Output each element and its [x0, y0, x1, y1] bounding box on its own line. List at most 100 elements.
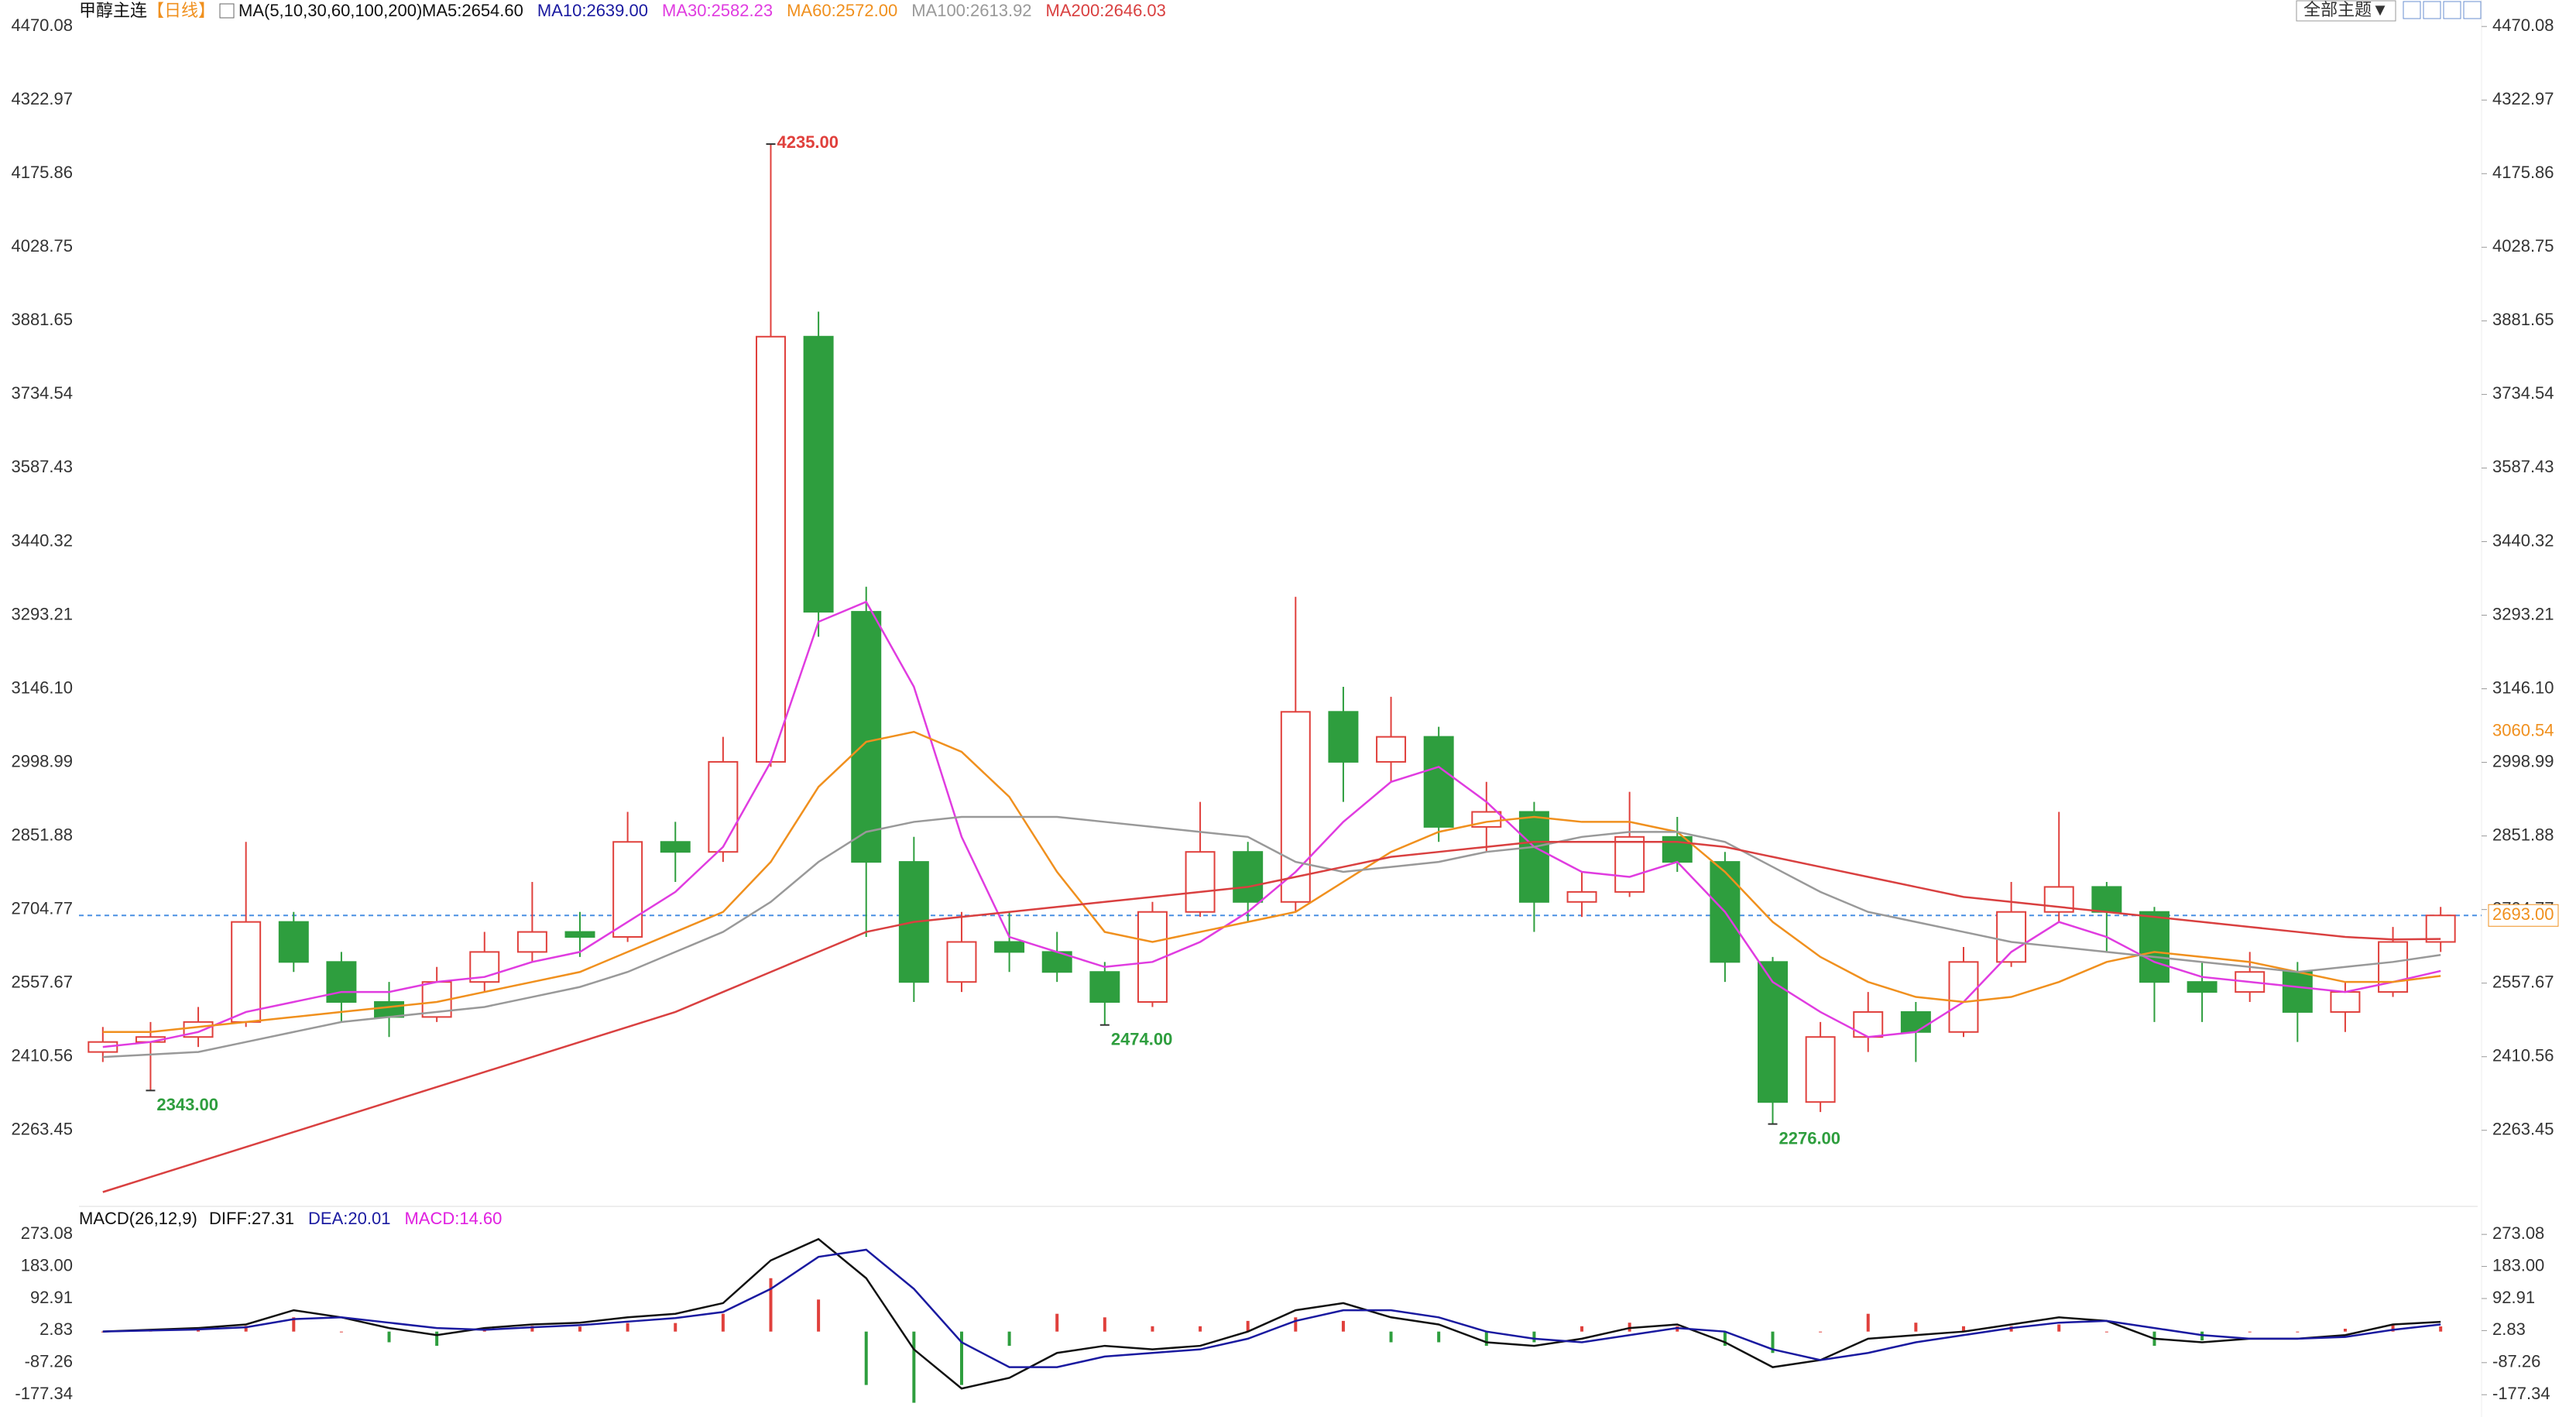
candle-body	[1996, 911, 2027, 963]
candle-body	[946, 941, 977, 983]
y-tick-label: 3146.10	[11, 678, 73, 697]
y-tick-label: 273.08	[21, 1223, 73, 1243]
candle-body	[1758, 961, 1788, 1103]
macd-bar	[1961, 1326, 1965, 1332]
macd-bar	[2104, 1331, 2108, 1333]
candle-body	[803, 335, 834, 613]
y-tick-label: 4470.08	[11, 15, 73, 35]
candle-body	[1376, 736, 1407, 763]
candle-body	[278, 921, 309, 963]
macd-bar	[578, 1326, 582, 1332]
macd-bar	[912, 1331, 916, 1403]
extreme-label: 2474.00	[1111, 1030, 1173, 1049]
y-tick-label: 3881.65	[11, 310, 73, 329]
candle-body	[1948, 961, 1979, 1033]
macd-bar	[1437, 1331, 1441, 1343]
y-tick-label: 4175.86	[11, 163, 73, 182]
candle-body	[660, 841, 691, 853]
legend-entry: MA30:2582.23	[662, 1, 773, 20]
icon[interactable]	[2463, 1, 2482, 19]
y-tick-label-right: 3440.32	[2492, 530, 2554, 550]
legend-entry: MA100:2613.92	[911, 1, 1031, 20]
macd-bar	[339, 1331, 343, 1333]
legend-entry: MACD:14.60	[404, 1209, 502, 1228]
y-tick-label: 2410.56	[11, 1046, 73, 1065]
price-tag: 3060.54	[2492, 721, 2554, 740]
macd-bar	[721, 1313, 725, 1332]
legend-entry: DIFF:27.31	[209, 1209, 294, 1228]
legend-entry: MA200:2646.03	[1046, 1, 1166, 20]
macd-bar	[1151, 1326, 1154, 1332]
macd-line	[102, 1248, 2441, 1368]
macd-bar	[2439, 1326, 2443, 1332]
macd-bar	[292, 1317, 296, 1332]
icon[interactable]	[2403, 1, 2421, 19]
ma-line	[102, 841, 2441, 1193]
theme-button[interactable]: 全部主题▼	[2296, 0, 2396, 22]
macd-title: MACD(26,12,9)	[79, 1209, 197, 1228]
y-tick-label-right: 2998.99	[2492, 751, 2554, 770]
y-tick-label-right: 4028.75	[2492, 236, 2554, 256]
macd-bar	[674, 1323, 677, 1332]
y-tick-label: -87.26	[25, 1352, 73, 1371]
button-box	[2296, 0, 2396, 22]
macd-bar	[1914, 1323, 1918, 1332]
y-tick-label-right: -177.34	[2492, 1384, 2550, 1403]
candle-body	[1041, 951, 1072, 973]
y-tick-label-right: 2.83	[2492, 1319, 2526, 1339]
macd-bar	[864, 1331, 868, 1385]
y-tick-label: 2.83	[39, 1319, 73, 1339]
macd-bar	[1103, 1317, 1106, 1332]
y-tick-label-right: 2851.88	[2492, 825, 2554, 844]
macd-bar	[2391, 1324, 2395, 1332]
candle-body	[1853, 1010, 1884, 1038]
macd-bar	[1771, 1331, 1775, 1354]
candle-body	[1614, 835, 1645, 893]
y-tick-label: 3293.21	[11, 604, 73, 623]
candle-body	[1805, 1036, 1836, 1103]
macd-bar	[2057, 1324, 2061, 1332]
candle-body	[1900, 1010, 1931, 1033]
toolbar-icons[interactable]	[2403, 1, 2482, 19]
y-tick-label: 4028.75	[11, 236, 73, 256]
y-tick-label-right: 4175.86	[2492, 163, 2554, 182]
button-label: 全部主题▼	[2303, 0, 2389, 19]
macd-bar	[2248, 1331, 2252, 1333]
candle-body	[1233, 851, 1264, 903]
candle-body	[708, 760, 739, 853]
macd-bar	[626, 1323, 629, 1332]
legend-entry: MA60:2572.00	[787, 1, 897, 20]
macd-line	[102, 1237, 2441, 1390]
candle-body	[1185, 851, 1216, 913]
macd-bar	[1389, 1331, 1393, 1343]
candle-body	[1423, 736, 1454, 828]
candle-body	[326, 961, 357, 1004]
macd-bar	[435, 1331, 439, 1347]
y-tick-label: 3734.54	[11, 383, 73, 403]
macd-bar	[1246, 1320, 1250, 1332]
y-tick-label: 2851.88	[11, 825, 73, 844]
y-tick-label-right: 273.08	[2492, 1223, 2544, 1243]
price-tag-box	[2488, 904, 2559, 927]
candle-body	[2139, 911, 2170, 983]
icon[interactable]	[2423, 1, 2441, 19]
candle-body	[994, 941, 1025, 953]
macd-bar	[817, 1299, 821, 1332]
macd-bar	[530, 1326, 534, 1332]
y-tick-label: 2704.77	[11, 898, 73, 918]
macd-bar	[1484, 1331, 1488, 1347]
ma-line	[102, 730, 2441, 1034]
y-tick-label: 3440.32	[11, 530, 73, 550]
y-tick-label-right: 3734.54	[2492, 383, 2554, 403]
y-tick-label-right: 2557.67	[2492, 972, 2554, 991]
macd-bar	[1819, 1331, 1823, 1333]
legend-entry: DEA:20.01	[308, 1209, 390, 1228]
y-tick-label: 2998.99	[11, 751, 73, 770]
macd-bar	[959, 1331, 963, 1385]
y-tick-label-right: 92.91	[2492, 1288, 2535, 1307]
candle-body	[851, 611, 882, 863]
candle-body	[564, 931, 595, 938]
extreme-label: 2276.00	[1779, 1128, 1841, 1148]
icon[interactable]	[2443, 1, 2461, 19]
